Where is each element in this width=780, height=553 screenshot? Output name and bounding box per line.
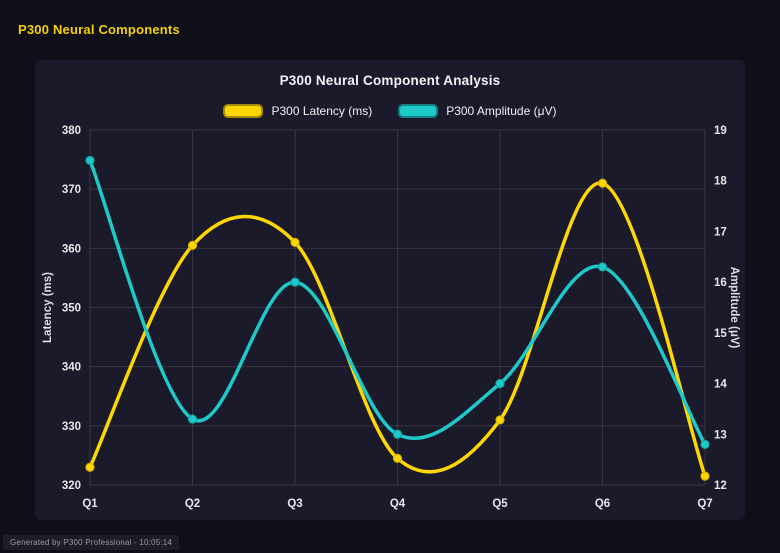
left-axis-tick-label: 320 (62, 480, 81, 492)
legend-label: P300 Latency (ms) (271, 104, 373, 118)
data-point[interactable] (392, 453, 403, 463)
x-axis-tick-label: Q3 (287, 498, 302, 510)
data-point[interactable] (700, 439, 710, 450)
data-point[interactable] (85, 462, 95, 472)
left-axis-tick-label: 370 (62, 184, 81, 196)
data-point[interactable] (85, 155, 95, 166)
x-axis-tick-label: Q7 (697, 498, 712, 510)
legend-swatch-icon (223, 104, 264, 118)
right-axis-tick-label: 19 (714, 125, 727, 137)
data-point[interactable] (495, 415, 505, 425)
data-point[interactable] (187, 240, 198, 250)
x-axis-tick-label: Q2 (185, 498, 200, 510)
chart-plot-area: 320 330 340 350 360 370 380 12 13 14 15 16 17 18 19 Q1 Q… (42, 125, 740, 510)
data-point[interactable] (495, 378, 505, 389)
data-point[interactable] (290, 237, 300, 248)
legend-label: P300 Amplitude (μV) (446, 104, 557, 118)
right-axis-title: Amplitude (μV) (728, 267, 740, 349)
x-axis-tick-label: Q5 (492, 498, 508, 510)
legend-item-0[interactable]: P300 Latency (ms) (223, 104, 372, 118)
x-axis-tick-label: Q6 (595, 498, 610, 510)
data-point[interactable] (187, 414, 198, 424)
left-axis-title: Latency (ms) (42, 272, 54, 343)
data-point[interactable] (700, 471, 710, 481)
left-axis-tick-label: 340 (62, 362, 81, 374)
page-title: P300 Neural Components (18, 22, 180, 37)
right-axis-tick-label: 13 (714, 429, 727, 441)
chart-title: P300 Neural Component Analysis (279, 73, 501, 88)
right-axis-tick-label: 17 (714, 226, 727, 238)
legend-swatch-icon (398, 104, 439, 118)
data-point[interactable] (290, 277, 300, 287)
right-axis-tick-label: 12 (714, 480, 727, 492)
chart-legend: P300 Latency (ms) P300 Amplitude (μV) (35, 104, 745, 118)
data-point[interactable] (392, 429, 403, 439)
x-axis-tick-label: Q4 (390, 498, 406, 510)
right-axis-tick-label: 18 (714, 176, 727, 188)
right-axis-tick-label: 16 (714, 277, 727, 289)
data-point[interactable] (597, 262, 608, 272)
right-axis-tick-label: 14 (714, 379, 727, 391)
left-axis-tick-label: 350 (62, 303, 81, 315)
data-point[interactable] (597, 178, 608, 188)
left-axis-tick-label: 360 (62, 243, 81, 255)
chart-panel: P300 Neural Component Analysis P300 Late… (35, 60, 745, 520)
x-axis-tick-label: Q1 (82, 498, 98, 510)
generated-by-badge: Generated by P300 Professional - 10:05:1… (3, 535, 180, 550)
legend-item-1[interactable]: P300 Amplitude (μV) (398, 104, 557, 118)
left-axis-tick-label: 330 (62, 421, 81, 433)
right-axis-tick-label: 15 (714, 328, 727, 340)
left-axis-tick-label: 380 (62, 125, 81, 137)
